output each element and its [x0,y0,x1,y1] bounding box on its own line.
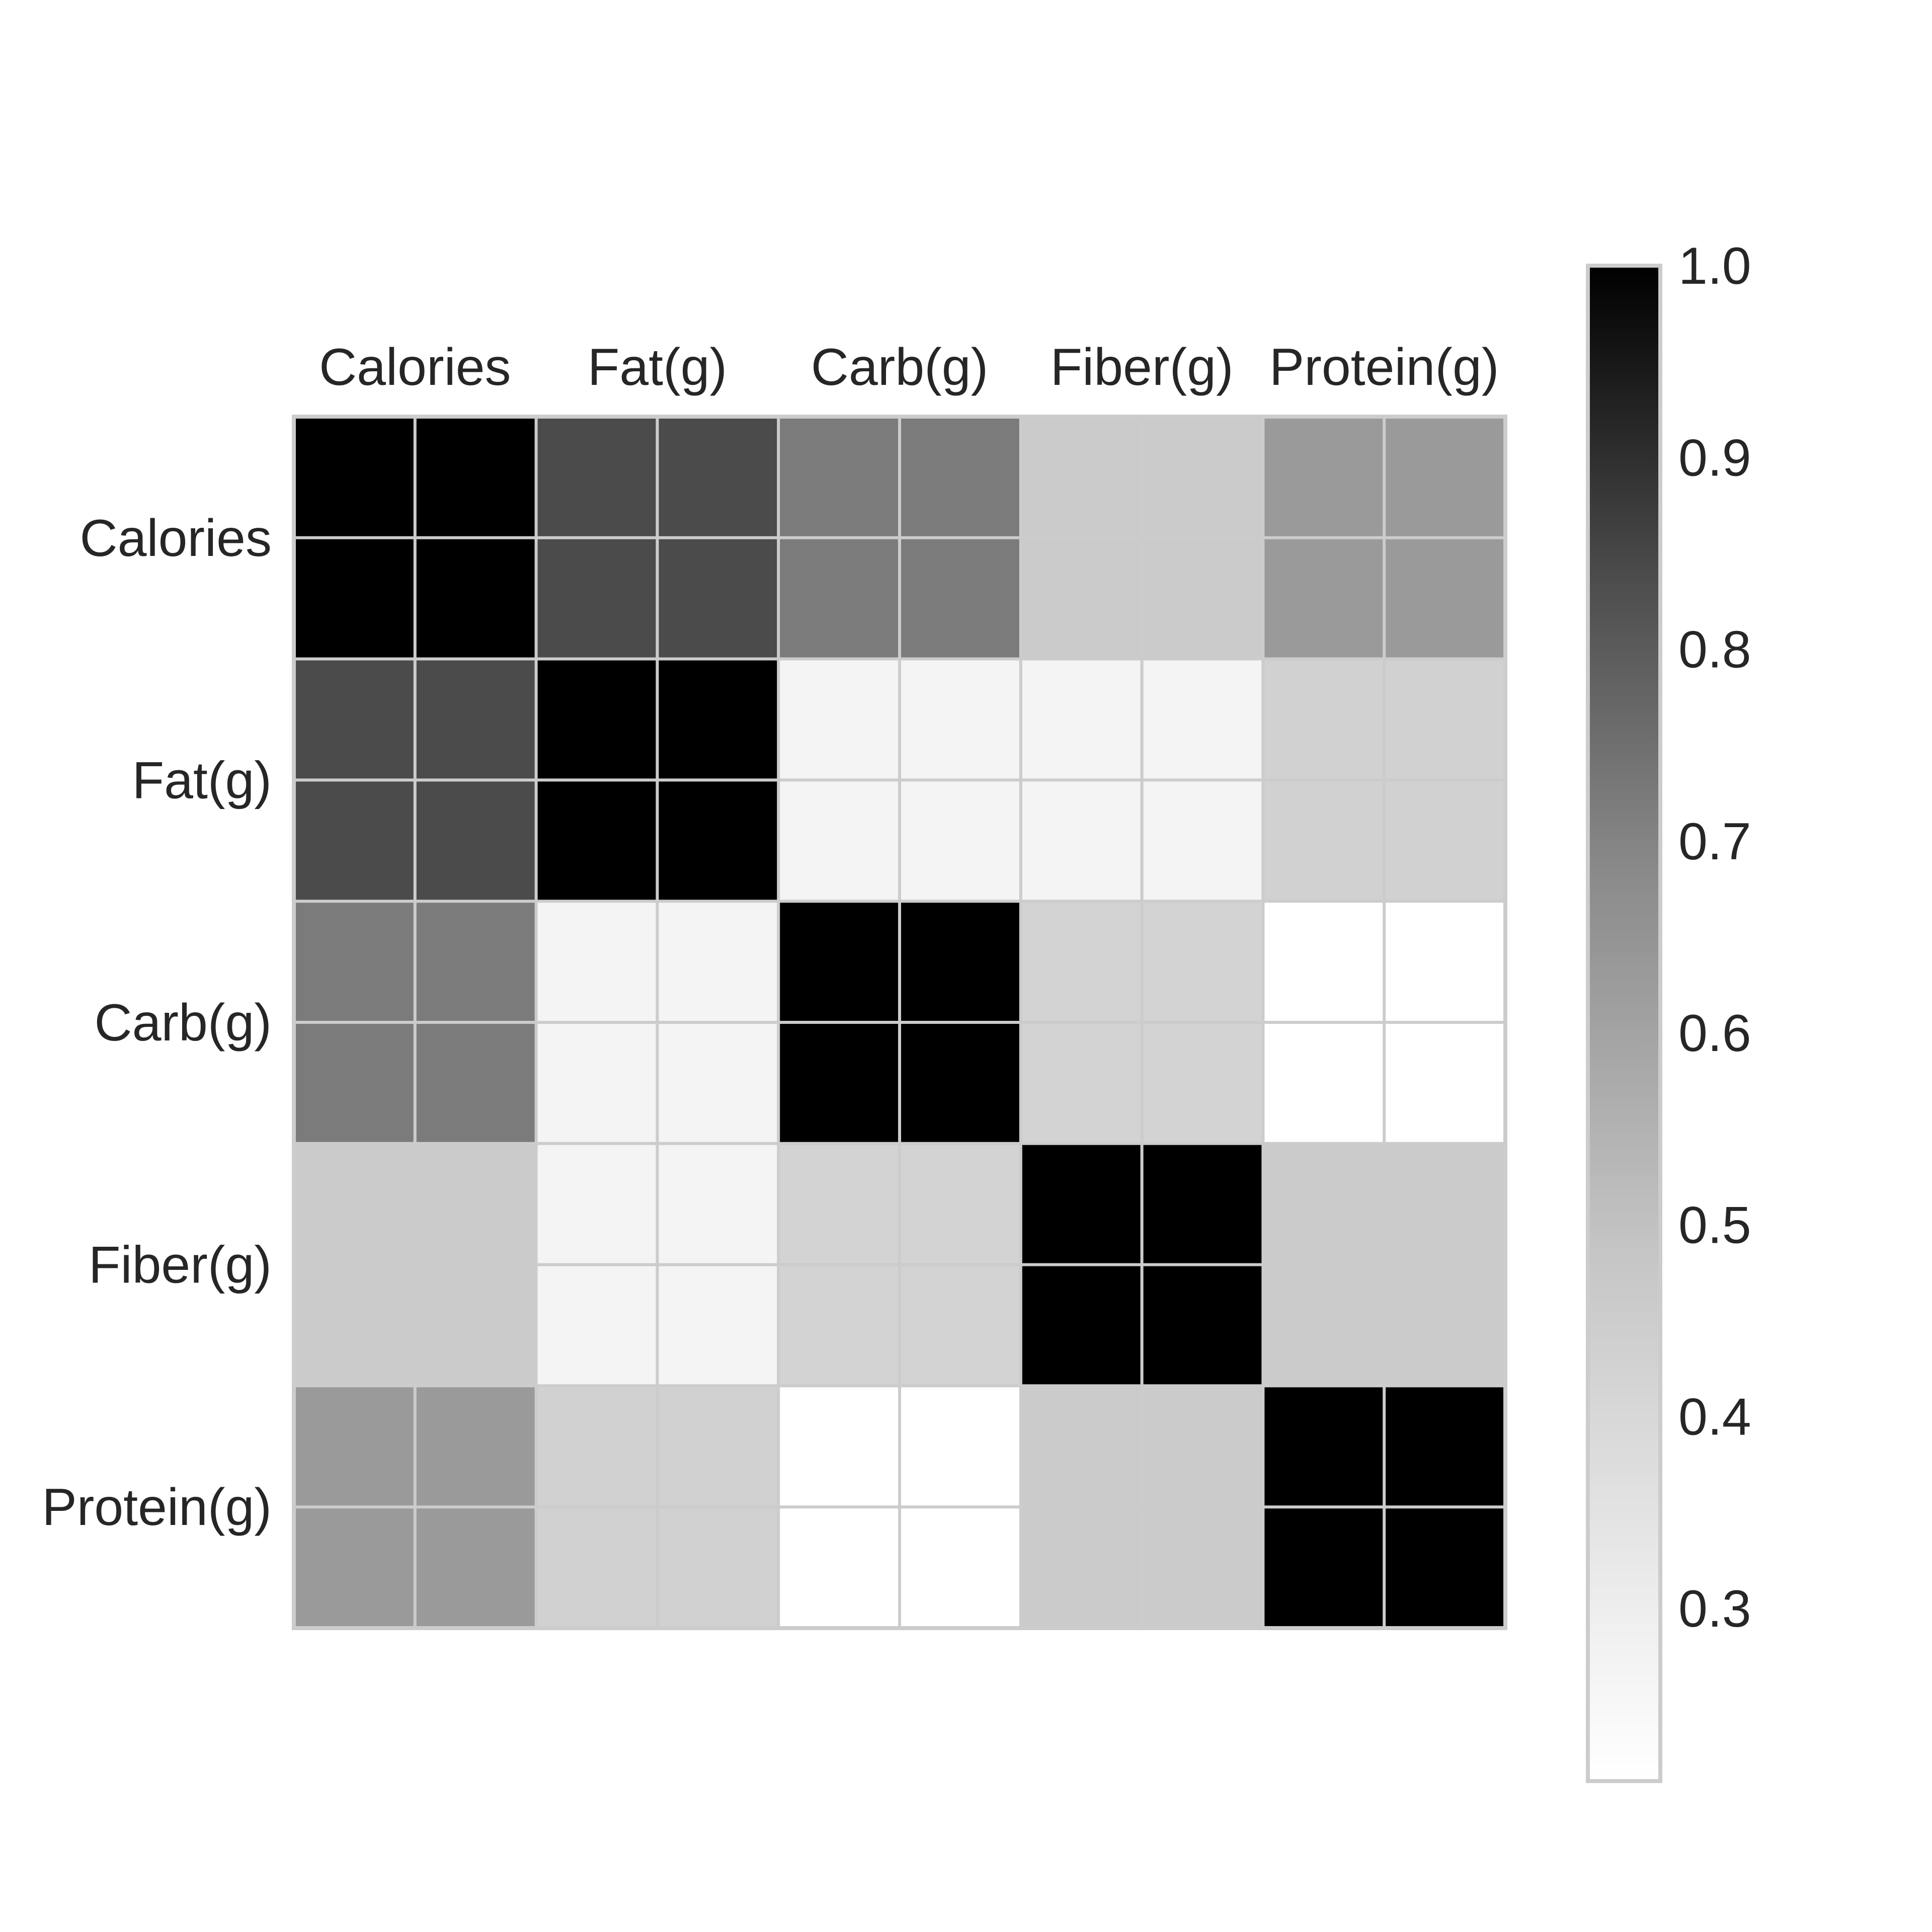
colorbar-tick-label-1: 0.4 [1678,1388,1751,1446]
x-tick-label-0: Calories [319,338,511,396]
y-tick-label-4: Protein(g) [42,1478,272,1537]
heatmap-gridlines [294,417,1505,1628]
colorbar-tick-label-2: 0.5 [1678,1196,1751,1254]
heatmap-frame [292,415,1507,1630]
x-tick-labels: Calories Fat(g) Carb(g) Fiber(g) Protein(g) [319,338,1499,396]
y-tick-label-0: Calories [80,509,272,568]
x-tick-label-3: Fiber(g) [1051,338,1234,396]
colorbar-tick-label-6: 0.9 [1678,429,1751,487]
y-tick-labels: Calories Fat(g) Carb(g) Fiber(g) Protein(g) [42,509,272,1537]
y-tick-label-3: Fiber(g) [89,1236,272,1295]
y-tick-label-2: Carb(g) [94,994,272,1052]
colorbar-tick-labels: 0.3 0.4 0.5 0.6 0.7 0.8 0.9 1.0 [1678,237,1751,1638]
x-tick-label-1: Fat(g) [588,338,727,396]
colorbar-tick-label-3: 0.6 [1678,1004,1751,1063]
colorbar-tick-label-7: 1.0 [1678,237,1751,295]
colorbar: 0.3 0.4 0.5 0.6 0.7 0.8 0.9 1.0 [1586,237,1751,1783]
colorbar-tick-label-0: 0.3 [1678,1580,1751,1638]
x-tick-label-4: Protein(g) [1269,338,1499,396]
y-tick-label-1: Fat(g) [132,751,272,810]
colorbar-tick-label-4: 0.7 [1678,813,1751,871]
colorbar-tick-label-5: 0.8 [1678,621,1751,679]
colorbar-gradient [1586,264,1662,1783]
x-tick-label-2: Carb(g) [811,338,989,396]
